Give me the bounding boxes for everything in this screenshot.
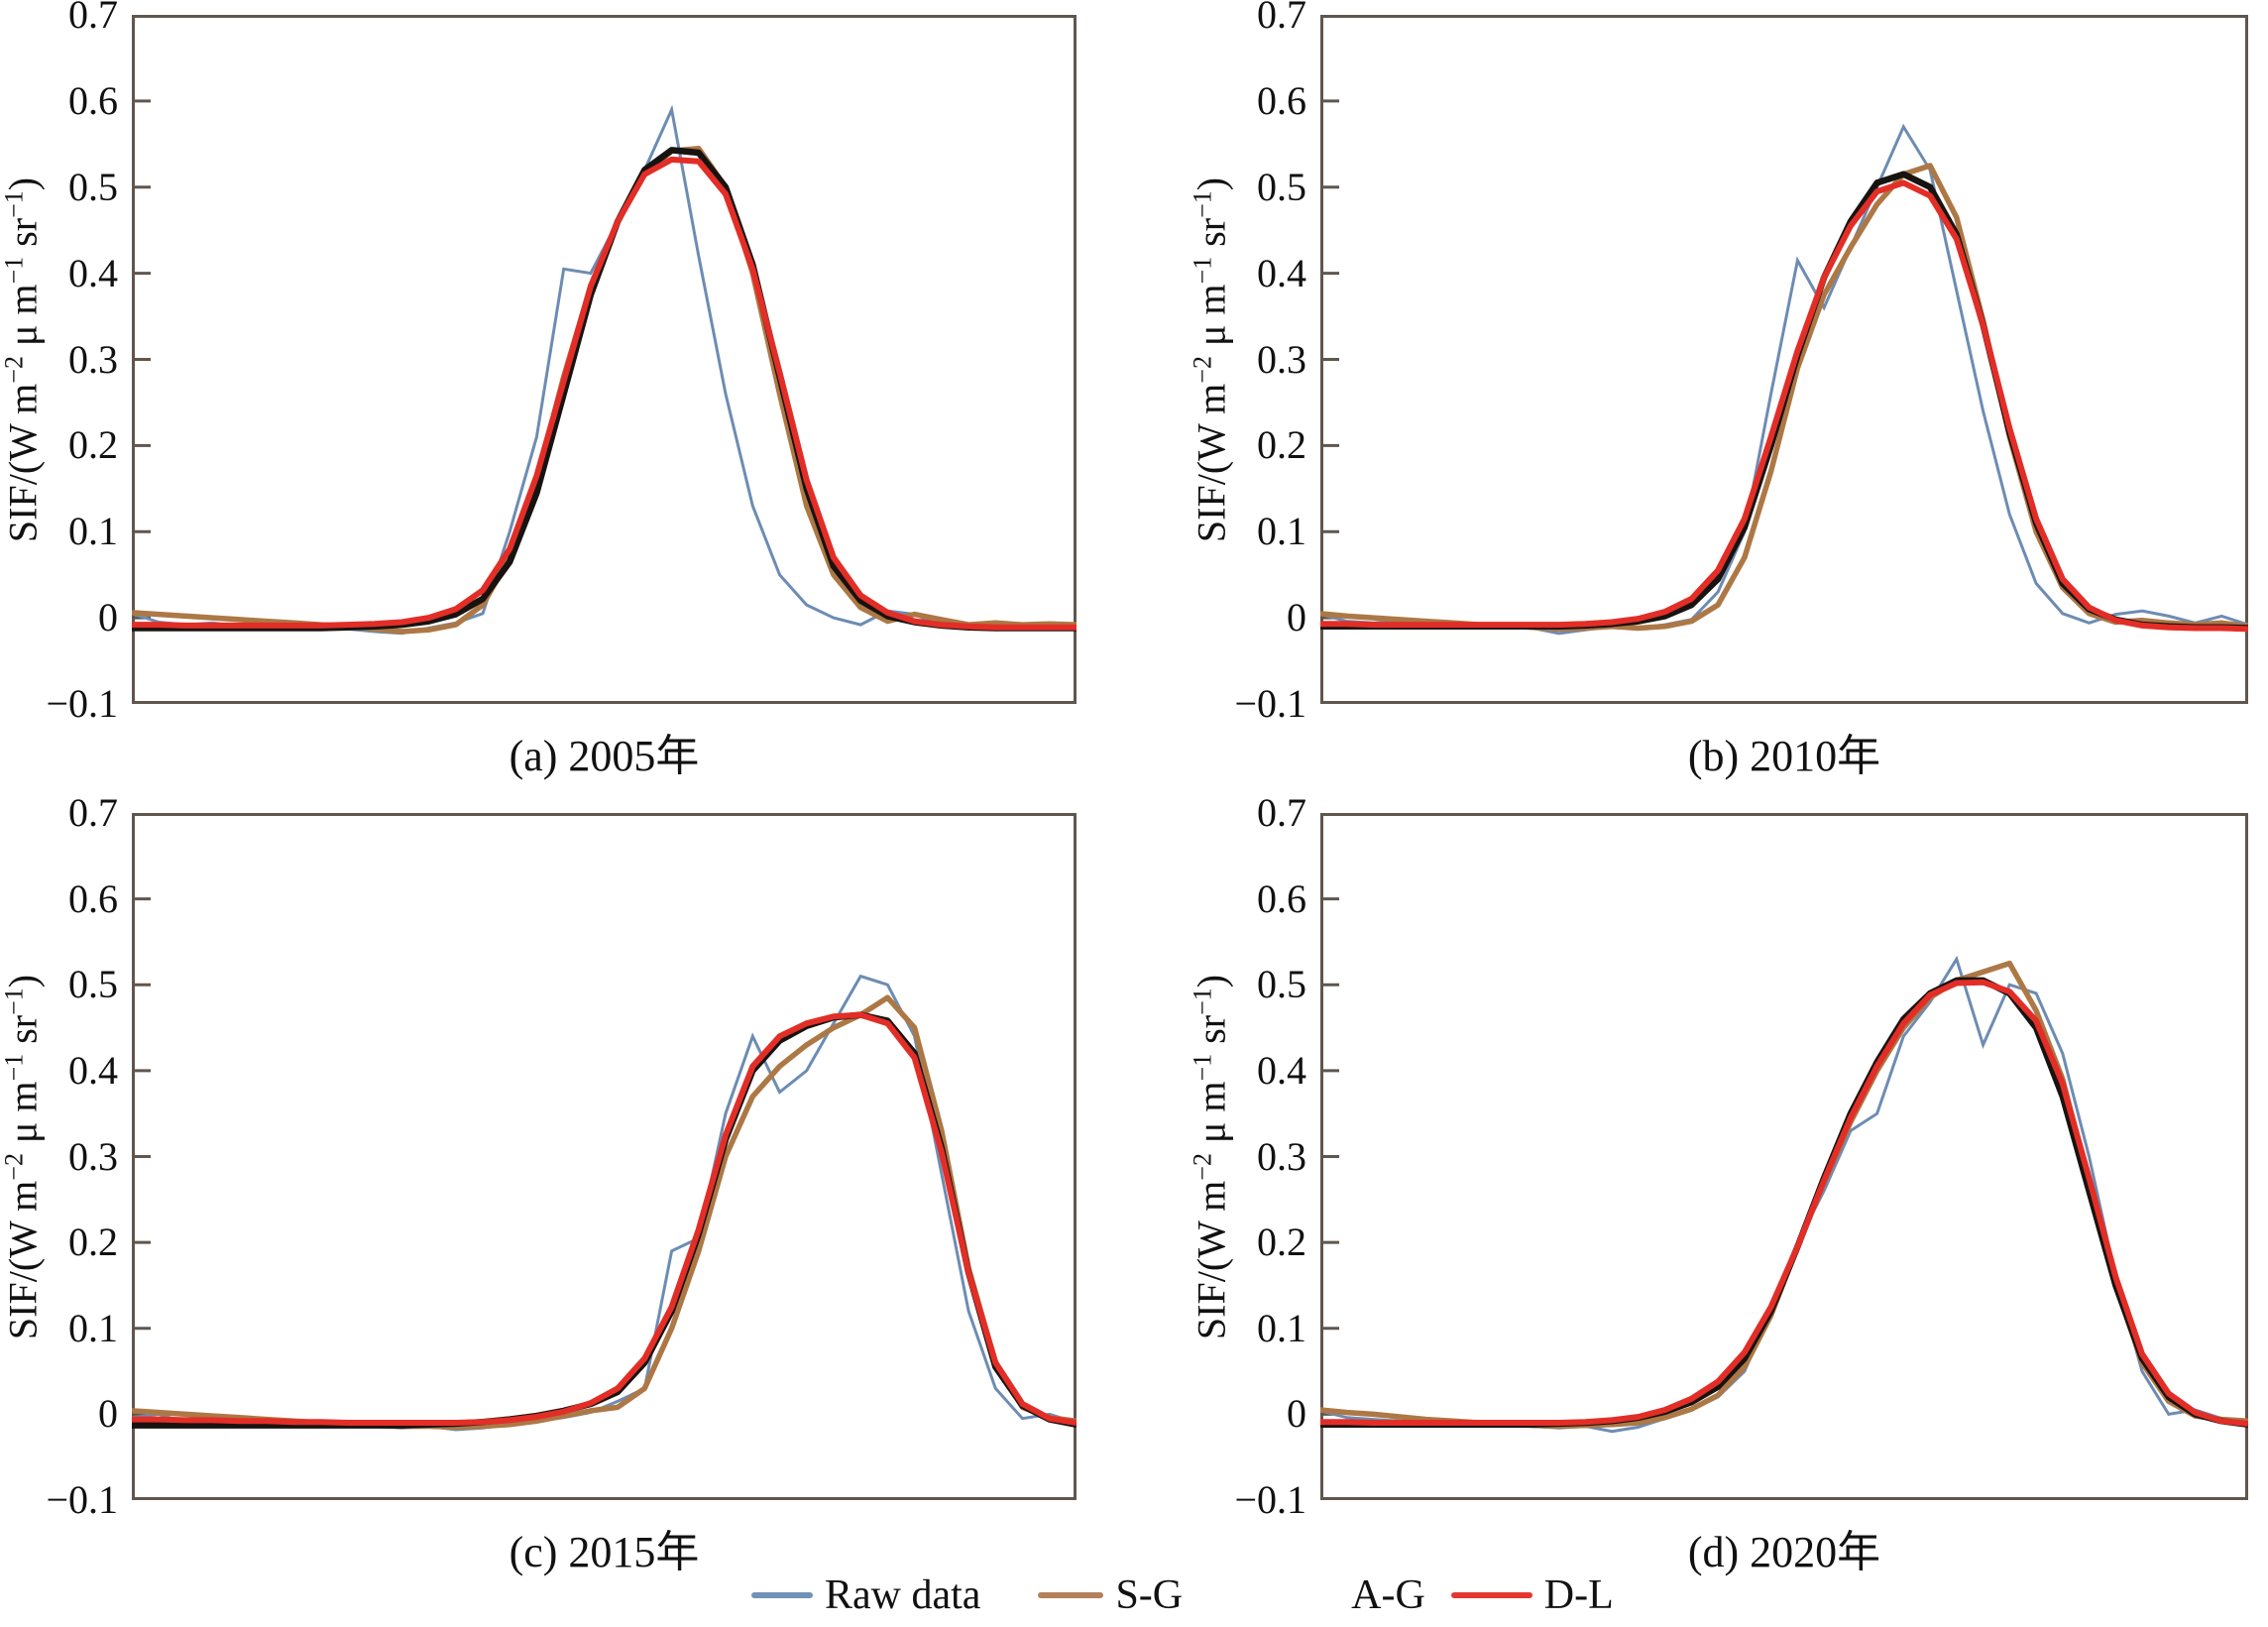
plot-area-2015: [132, 813, 1077, 1500]
series-line-raw-data: [132, 974, 1077, 1432]
y-tick-label: 0.4: [1257, 1047, 1306, 1093]
y-tick-label: 0.7: [68, 0, 118, 37]
y-tick-label: 0.5: [1257, 962, 1306, 1007]
y-tick-label: 0.6: [68, 875, 118, 921]
y-tick-label: 0.4: [68, 250, 118, 295]
y-tick-label: 0.1: [68, 509, 118, 554]
plot-border: [132, 813, 1077, 1500]
y-tick-label: 0: [98, 595, 118, 640]
panel-caption: (d) 2020年: [1687, 1528, 1881, 1576]
series-line-a-g: [132, 147, 1077, 632]
legend-label-raw-data: Raw data: [825, 1572, 981, 1618]
s-g-line-swatch: [1038, 1592, 1104, 1598]
series-line-d-l: [132, 1011, 1077, 1426]
raw-data-line-swatch: [751, 1592, 813, 1598]
panel-a: SIF/(W m−2 μ m−1 sr−1) (a) 2005年 0.7 0.6 0…: [0, 0, 1077, 780]
y-tick-label: 0.1: [1257, 509, 1306, 554]
y-tick-label: 0.7: [1257, 790, 1306, 835]
legend: Raw data S-G A-G D-L: [751, 1570, 1614, 1620]
series-line-d-l: [132, 156, 1077, 631]
series-line-raw-data: [132, 104, 1077, 636]
y-tick-label: −0.1: [46, 1477, 118, 1522]
y-tick-label: 0.5: [1257, 164, 1306, 209]
y-tick-label: 0.7: [68, 790, 118, 835]
y-tick-label: 0.5: [68, 962, 118, 1007]
panel-caption: (b) 2010年: [1687, 732, 1881, 780]
series-line-a-g: [1320, 977, 2248, 1429]
y-tick-label: 0.4: [1257, 250, 1306, 295]
legend-item-raw-data: Raw data: [751, 1571, 980, 1619]
y-tick-label: 0.2: [1257, 422, 1306, 468]
legend-item-a-g: A-G: [1270, 1571, 1425, 1619]
legend-item-s-g: S-G: [1038, 1571, 1183, 1619]
panel-b: SIF/(W m−2 μ m−1 sr−1) (b) 2010年 0.7 0.6 0…: [1188, 0, 2248, 780]
series-line-s-g: [1320, 960, 2248, 1430]
y-tick-label: 0.2: [68, 1220, 118, 1265]
y-tick-label: 0.3: [68, 336, 118, 382]
y-tick-label: 0.5: [68, 164, 118, 209]
panel-c: SIF/(W m−2 μ m−1 sr−1) (c) 2015年 0.7 0.6 0…: [0, 790, 1077, 1576]
series-line-raw-data: [1320, 955, 2248, 1434]
y-tick-label: 0: [1287, 1391, 1306, 1437]
legend-label-s-g: S-G: [1115, 1572, 1184, 1618]
d-l-line-swatch: [1450, 1592, 1532, 1598]
series-line-raw-data: [1320, 123, 2248, 636]
legend-item-d-l: D-L: [1450, 1571, 1614, 1619]
series-line-d-l: [1320, 979, 2248, 1427]
y-tick-label: 0: [1287, 595, 1306, 640]
y-tick-label: 0.1: [1257, 1305, 1306, 1350]
y-tick-label: 0.6: [68, 77, 118, 123]
y-tick-label: 0.3: [1257, 1133, 1306, 1179]
panel-d: SIF/(W m−2 μ m−1 sr−1) (d) 2020年 0.7 0.6 0…: [1188, 790, 2248, 1576]
series-line-a-g: [132, 1011, 1077, 1429]
y-tick-label: 0.2: [1257, 1220, 1306, 1265]
plot-border: [1320, 15, 2248, 704]
y-tick-label: −0.1: [1234, 681, 1306, 726]
y-tick-label: 0: [98, 1391, 118, 1437]
y-tick-label: 0.3: [68, 1133, 118, 1179]
y-tick-label: −0.1: [46, 681, 118, 726]
y-tick-label: 0.4: [68, 1047, 118, 1093]
y-tick-label: 0.2: [68, 422, 118, 468]
y-tick-label: 0.6: [1257, 875, 1306, 921]
series-line-d-l: [1320, 179, 2248, 633]
panel-caption: (a) 2005年: [509, 732, 700, 780]
y-tick-label: 0.6: [1257, 77, 1306, 123]
series-line-s-g: [132, 994, 1077, 1431]
legend-label-d-l: D-L: [1543, 1572, 1614, 1618]
panel-caption: (c) 2015年: [509, 1528, 700, 1576]
plot-area-2020: [1320, 813, 2248, 1500]
plot-border: [132, 15, 1077, 704]
plot-border: [1320, 813, 2248, 1500]
plot-area-2005: [132, 15, 1077, 704]
series-line-s-g: [132, 145, 1077, 635]
legend-label-a-g: A-G: [1351, 1572, 1425, 1618]
plot-area-2010: [1320, 15, 2248, 704]
y-tick-label: −0.1: [1234, 1477, 1306, 1522]
y-tick-label: 0.1: [68, 1305, 118, 1350]
y-tick-label: 0.7: [1257, 0, 1306, 37]
y-tick-label: 0.3: [1257, 336, 1306, 382]
